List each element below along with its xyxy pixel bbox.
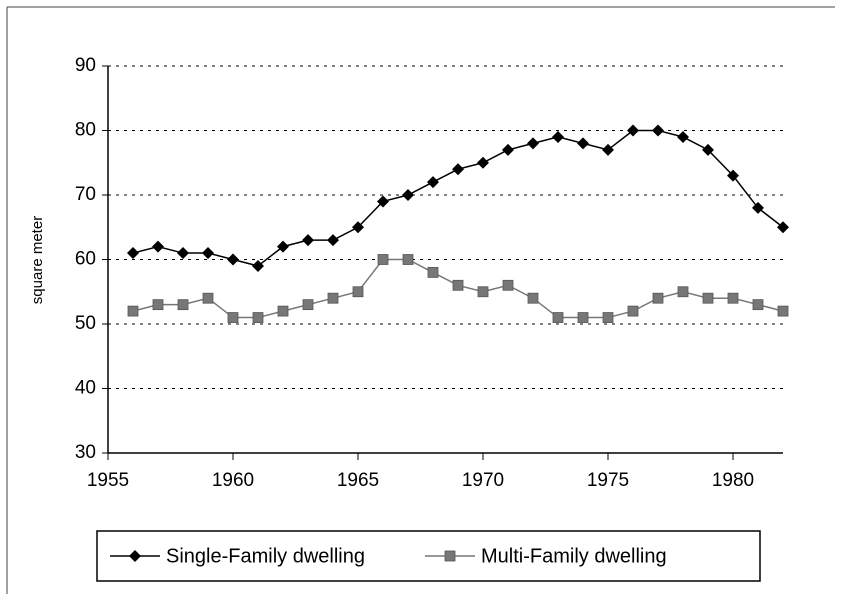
data-point <box>277 305 289 317</box>
data-point <box>452 163 464 176</box>
legend-marker <box>444 550 456 562</box>
y-tick-label: 30 <box>75 442 96 463</box>
data-point <box>252 259 264 272</box>
data-point <box>552 312 564 323</box>
data-point <box>652 124 664 137</box>
data-point <box>327 292 339 304</box>
data-point <box>452 279 464 291</box>
data-point <box>627 305 639 317</box>
data-point <box>752 299 764 311</box>
data-point <box>302 299 314 311</box>
data-point <box>202 292 214 304</box>
y-tick-label: 80 <box>75 120 96 141</box>
data-point <box>552 130 564 143</box>
y-tick-label: 70 <box>75 184 96 205</box>
data-point <box>477 286 489 298</box>
data-point <box>402 254 414 265</box>
data-point <box>127 305 139 317</box>
data-point <box>352 221 364 234</box>
data-point <box>577 312 589 323</box>
series-line <box>132 129 784 267</box>
y-tick-label: 50 <box>75 313 96 334</box>
data-point <box>152 240 164 253</box>
legend-label: Single-Family dwelling <box>166 545 365 567</box>
data-point <box>177 299 189 311</box>
data-point <box>777 305 789 317</box>
data-point <box>577 137 589 150</box>
data-point <box>152 299 164 311</box>
x-tick-label: 1975 <box>587 470 629 491</box>
x-tick-label: 1970 <box>462 470 504 491</box>
data-point <box>602 143 614 156</box>
data-point <box>352 286 364 298</box>
data-point <box>677 286 689 298</box>
x-tick-label: 1965 <box>337 470 379 491</box>
y-tick-label: 60 <box>75 249 96 270</box>
data-point <box>202 247 214 260</box>
data-point <box>527 292 539 304</box>
data-point <box>602 312 614 323</box>
data-point <box>377 254 389 265</box>
data-point <box>477 156 489 169</box>
x-tick-label: 1980 <box>712 470 754 491</box>
data-point <box>627 124 639 137</box>
data-point <box>652 292 664 304</box>
data-point <box>702 292 714 304</box>
data-point <box>727 169 739 182</box>
legend-marker <box>129 550 141 562</box>
data-point <box>302 234 314 247</box>
data-point <box>277 240 289 253</box>
y-tick-label: 90 <box>75 55 96 76</box>
data-point <box>502 279 514 291</box>
data-point <box>502 143 514 156</box>
data-point <box>327 234 339 247</box>
y-tick-label: 40 <box>75 378 96 399</box>
data-point <box>527 137 539 150</box>
data-point <box>727 292 739 304</box>
x-tick-label: 1955 <box>87 470 129 491</box>
data-point <box>427 176 439 189</box>
x-tick-label: 1960 <box>212 470 254 491</box>
legend-label: Multi-Family dwelling <box>481 545 667 567</box>
data-point <box>252 312 264 323</box>
y-axis-label: square meter <box>29 216 46 304</box>
data-point <box>777 221 789 234</box>
data-point <box>177 247 189 260</box>
data-point <box>227 312 239 323</box>
data-point <box>702 143 714 156</box>
data-point <box>127 247 139 260</box>
data-point <box>752 201 764 214</box>
data-point <box>377 195 389 208</box>
data-point <box>427 266 439 278</box>
data-point <box>677 130 689 143</box>
data-point <box>402 189 414 201</box>
data-point <box>227 253 239 266</box>
